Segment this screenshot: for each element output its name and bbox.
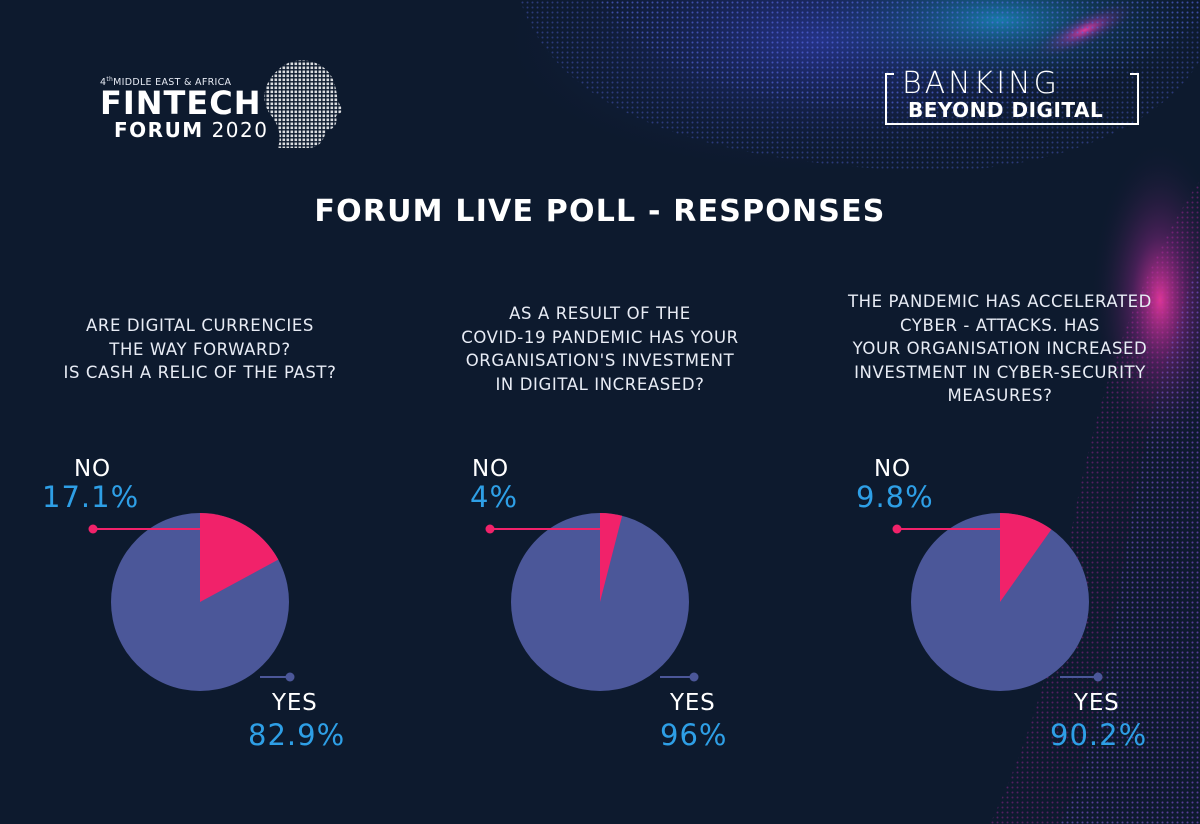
poll-1-no-label: NO <box>74 456 111 482</box>
digital-head-icon <box>264 60 343 148</box>
logo-forum-year: FORUM 2020 <box>114 118 269 142</box>
pie-slice-no <box>600 513 623 602</box>
poll-2-yes-label: YES <box>670 690 716 716</box>
poll-2-no-label: NO <box>472 456 509 482</box>
no-leader-dot <box>485 524 495 534</box>
poll-1-no-percent: 17.1% <box>42 480 140 514</box>
pie-slice-no <box>1000 513 1052 602</box>
no-leader-dot <box>892 524 902 534</box>
logo-subtitle: 4thMIDDLE EAST & AFRICA <box>100 76 232 89</box>
logo-fintech: FINTECH <box>100 84 262 122</box>
poll-2-no-percent: 4% <box>470 480 519 514</box>
poll-3-pie-chart <box>892 513 1103 691</box>
yes-leader-dot <box>689 672 699 682</box>
poll-3-question: THE PANDEMIC HAS ACCELERATED CYBER - ATT… <box>848 292 1152 405</box>
pie-slice-no <box>200 513 279 602</box>
poll-3-no-percent: 9.8% <box>856 480 934 514</box>
poll-2-question: AS A RESULT OF THE COVID-19 PANDEMIC HAS… <box>461 304 739 394</box>
logo-beyond-digital: BEYOND DIGITAL <box>908 98 1104 122</box>
poll-1-question: ARE DIGITAL CURRENCIES THE WAY FORWARD? … <box>63 316 337 382</box>
poll-2-yes-percent: 96% <box>660 718 728 752</box>
poll-1-pie-chart <box>88 513 295 691</box>
yes-leader-dot <box>1093 672 1103 682</box>
banking-beyond-digital-logo: BANKING BEYOND DIGITAL <box>884 66 1140 126</box>
poll-1-yes-label: YES <box>272 690 318 716</box>
poll-1-yes-percent: 82.9% <box>248 718 346 752</box>
page-title: FORUM LIVE POLL - RESPONSES <box>314 194 886 229</box>
poll-3-yes-percent: 90.2% <box>1050 718 1148 752</box>
fintech-forum-logo: 4thMIDDLE EAST & AFRICA FINTECH FORUM 20… <box>88 60 343 148</box>
yes-leader-dot <box>285 672 295 682</box>
poll-3-yes-label: YES <box>1074 690 1120 716</box>
logo-frame <box>885 73 1139 125</box>
poll-3-no-label: NO <box>874 456 911 482</box>
logo-banking: BANKING <box>902 66 1060 101</box>
poll-2-pie-chart <box>485 513 699 691</box>
no-leader-dot <box>88 524 98 534</box>
